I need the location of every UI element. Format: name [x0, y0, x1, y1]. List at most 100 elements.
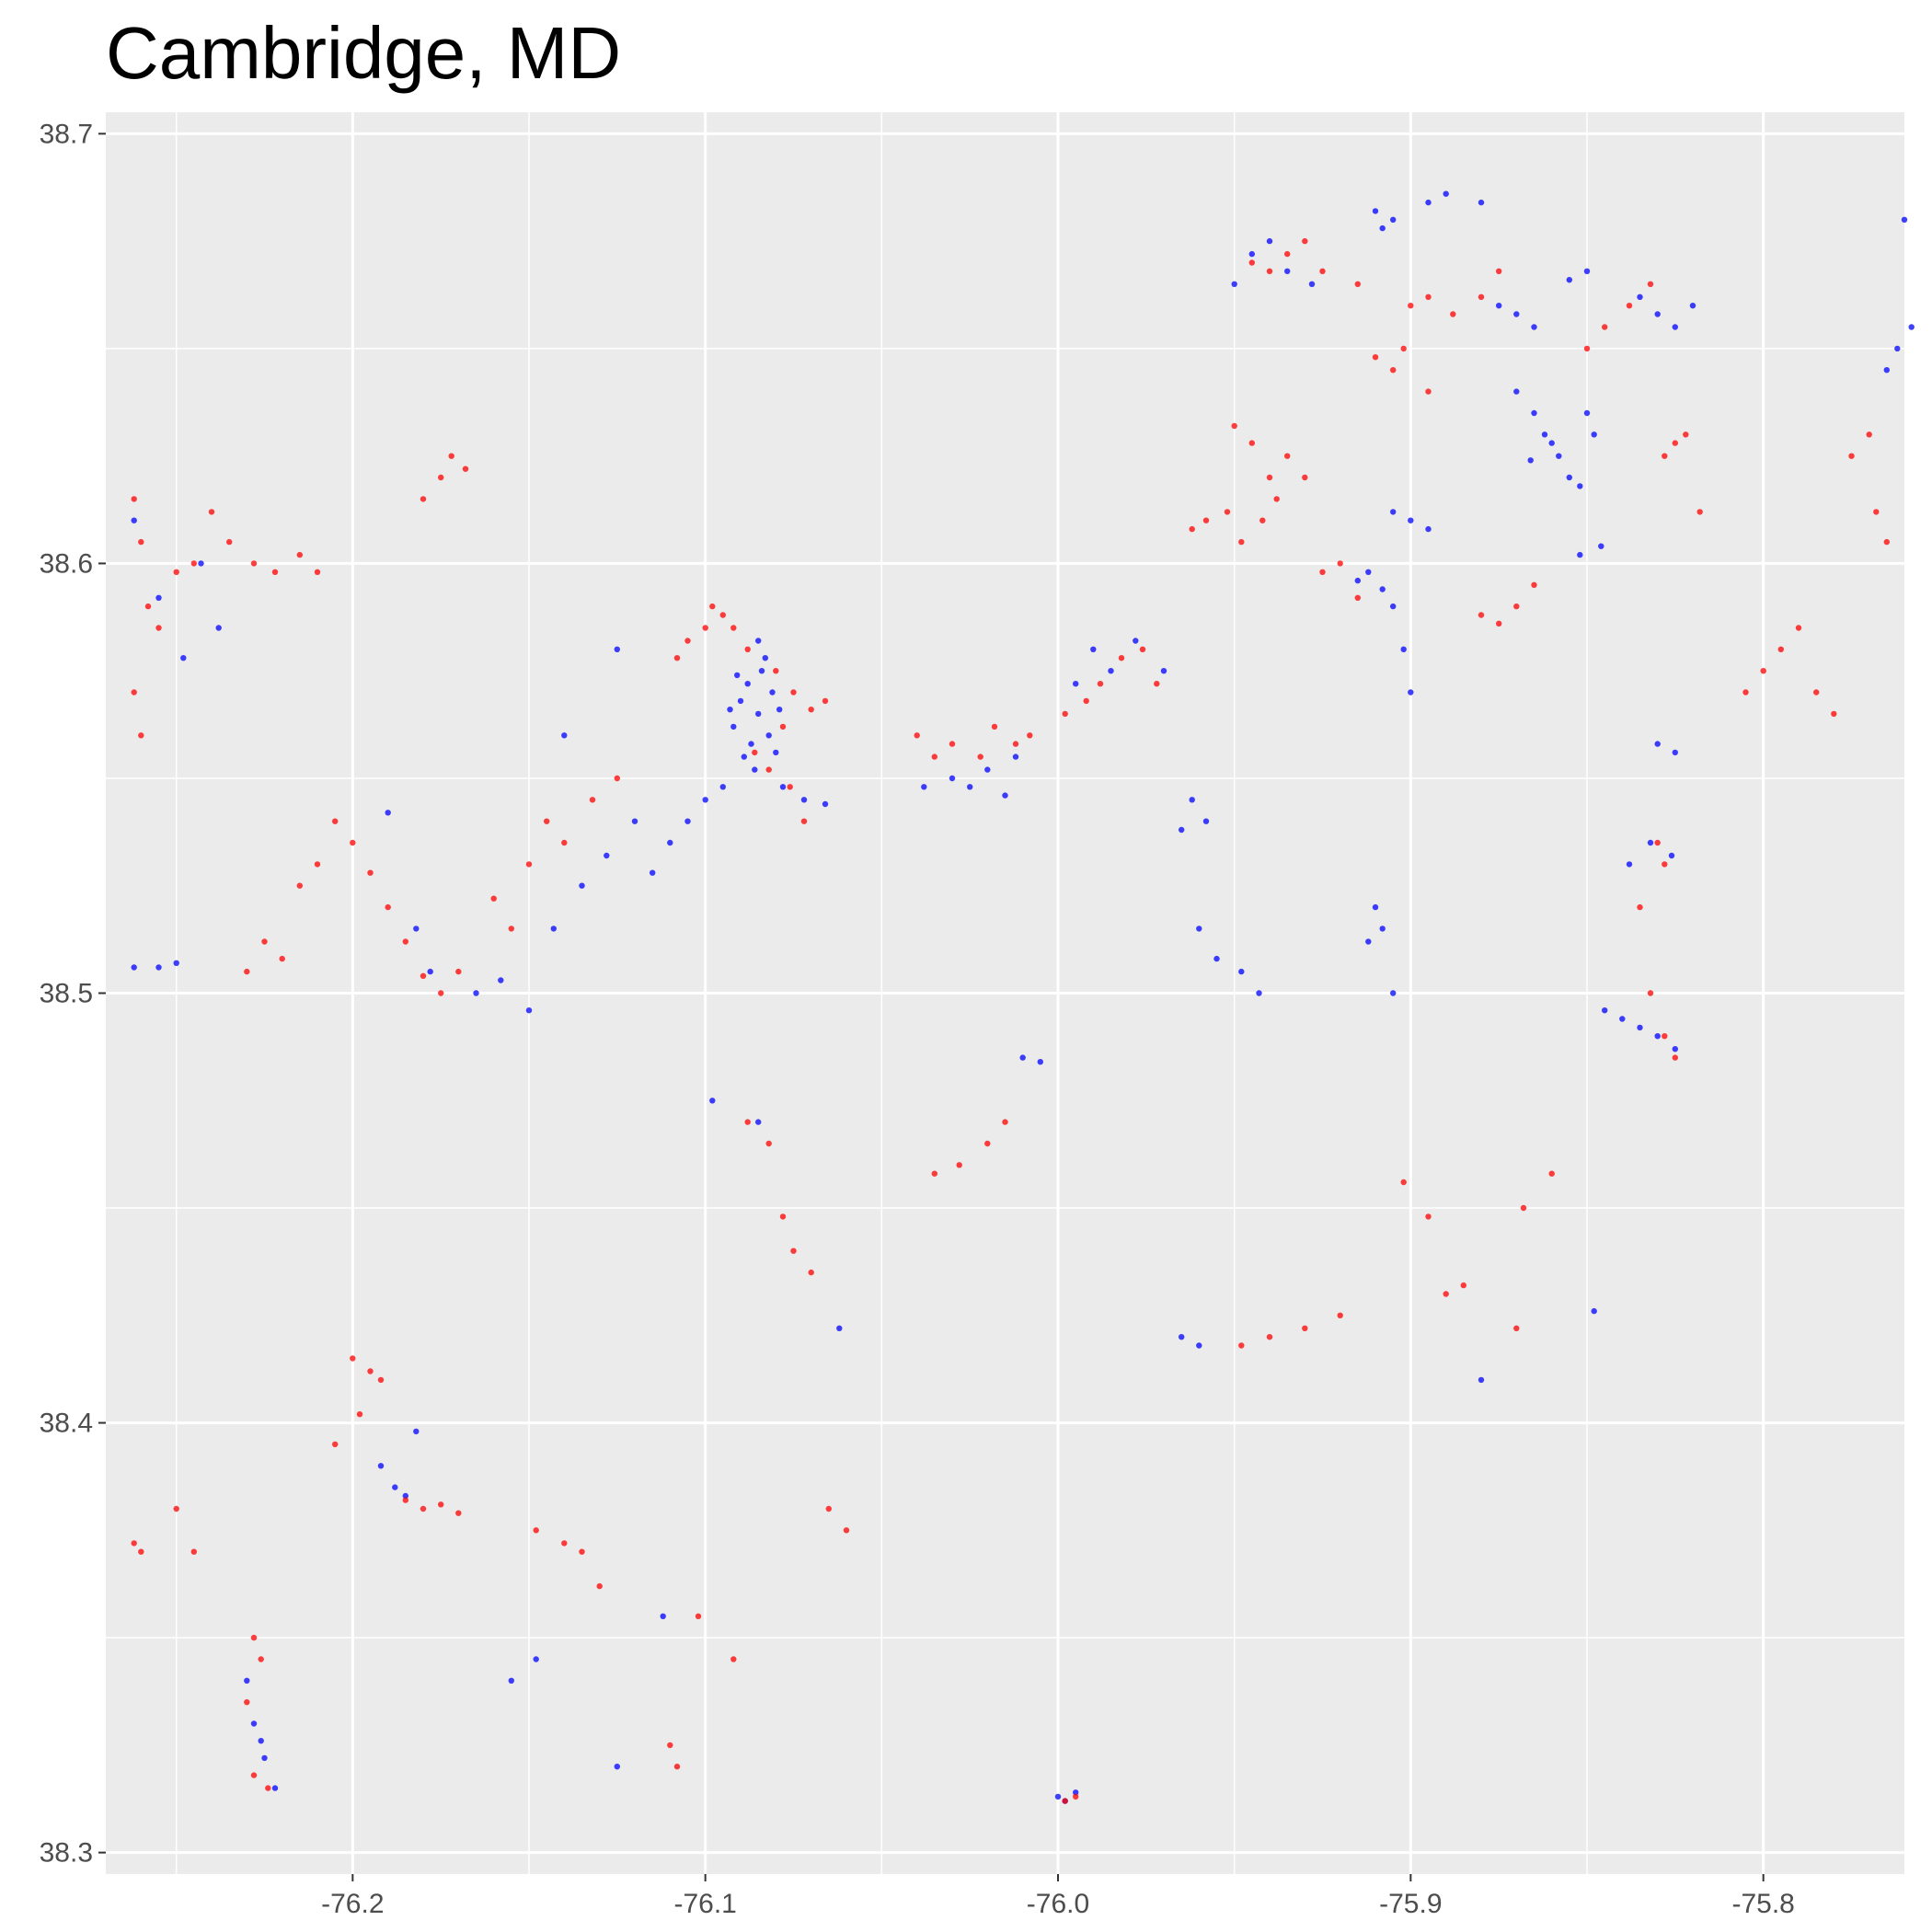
data-point — [462, 466, 469, 472]
data-point — [1496, 620, 1502, 627]
data-point — [413, 1428, 420, 1435]
series-1 — [131, 237, 1890, 1804]
data-point — [1266, 268, 1273, 274]
data-point — [1390, 990, 1397, 996]
data-point — [773, 668, 779, 674]
data-point — [1425, 1213, 1432, 1220]
data-point — [1795, 625, 1802, 631]
data-point — [758, 668, 765, 674]
data-point — [131, 1540, 137, 1547]
data-point — [1248, 440, 1256, 446]
data-point — [695, 1613, 702, 1620]
data-point — [296, 551, 303, 558]
data-point — [1248, 259, 1256, 266]
data-point — [533, 1656, 539, 1662]
data-point — [808, 1269, 814, 1276]
data-point — [1012, 741, 1019, 747]
data-point — [604, 852, 610, 859]
data-point — [250, 1772, 258, 1778]
data-point — [561, 1540, 568, 1547]
data-point — [1683, 431, 1689, 438]
data-point — [1478, 199, 1485, 206]
y-tick-label: 38.4 — [40, 1409, 93, 1439]
data-point — [392, 1484, 398, 1490]
data-point — [258, 1738, 264, 1744]
data-point — [914, 732, 920, 739]
data-point — [984, 1140, 991, 1147]
data-point — [1591, 1307, 1597, 1315]
data-point — [258, 1656, 264, 1662]
data-point — [1626, 303, 1633, 309]
data-point — [709, 603, 716, 610]
data-point — [1901, 216, 1908, 223]
data-point — [1073, 681, 1079, 687]
data-point — [271, 1785, 279, 1791]
data-point — [244, 1699, 250, 1706]
data-point — [1196, 926, 1202, 932]
data-point — [173, 1505, 179, 1512]
data-point — [1302, 474, 1308, 481]
data-point — [508, 926, 514, 932]
data-point — [984, 766, 991, 773]
data-point — [744, 681, 751, 687]
data-point — [385, 903, 391, 911]
data-point — [377, 1376, 385, 1384]
data-point — [138, 1548, 144, 1555]
data-point — [1160, 668, 1167, 674]
data-point — [525, 1007, 533, 1014]
data-point — [1083, 697, 1089, 705]
data-point — [1090, 646, 1097, 652]
data-point — [1873, 509, 1880, 515]
data-point — [702, 625, 708, 631]
data-point — [779, 784, 787, 790]
data-point — [1179, 826, 1185, 834]
data-point — [350, 839, 356, 846]
data-point — [1654, 311, 1661, 317]
data-point — [1496, 268, 1502, 274]
x-axis: -76.2 -76.1 -76.0 -75.9 -75.8 — [321, 1874, 1795, 1919]
data-point — [490, 895, 497, 902]
data-point — [1238, 1342, 1245, 1349]
series-0 — [131, 190, 1915, 1804]
data-point — [455, 1510, 462, 1516]
data-point — [1319, 569, 1326, 575]
data-point — [1443, 190, 1449, 197]
data-point — [1496, 303, 1502, 309]
data-point — [1425, 525, 1432, 533]
data-point — [1531, 324, 1537, 330]
data-point — [1073, 1789, 1079, 1796]
data-point — [1266, 1334, 1273, 1340]
scatter-points — [131, 190, 1915, 1804]
data-point — [1238, 968, 1245, 975]
data-point — [1672, 440, 1679, 446]
data-point — [1248, 250, 1256, 258]
data-point — [1672, 1054, 1679, 1061]
data-point — [1425, 388, 1432, 395]
data-point — [949, 741, 956, 747]
data-point — [561, 732, 568, 739]
data-point — [244, 1677, 250, 1685]
data-point — [1354, 594, 1362, 601]
data-point — [730, 723, 737, 730]
data-point — [727, 707, 733, 713]
data-point — [709, 1098, 716, 1104]
data-point — [1372, 903, 1379, 911]
data-point — [614, 775, 620, 782]
data-point — [762, 655, 768, 661]
data-point — [977, 753, 983, 760]
data-point — [550, 926, 557, 932]
data-point — [1202, 517, 1210, 523]
data-point — [1654, 839, 1661, 846]
data-point — [1513, 388, 1520, 395]
data-point — [190, 1548, 197, 1555]
data-point — [921, 784, 927, 790]
data-point — [1460, 1282, 1467, 1289]
data-point — [719, 784, 726, 790]
data-point — [356, 1411, 363, 1418]
data-point — [800, 797, 808, 803]
data-point — [1548, 1170, 1555, 1177]
data-point — [1602, 1007, 1608, 1014]
data-point — [1566, 474, 1573, 481]
data-point — [956, 1162, 962, 1168]
data-point — [779, 723, 787, 730]
